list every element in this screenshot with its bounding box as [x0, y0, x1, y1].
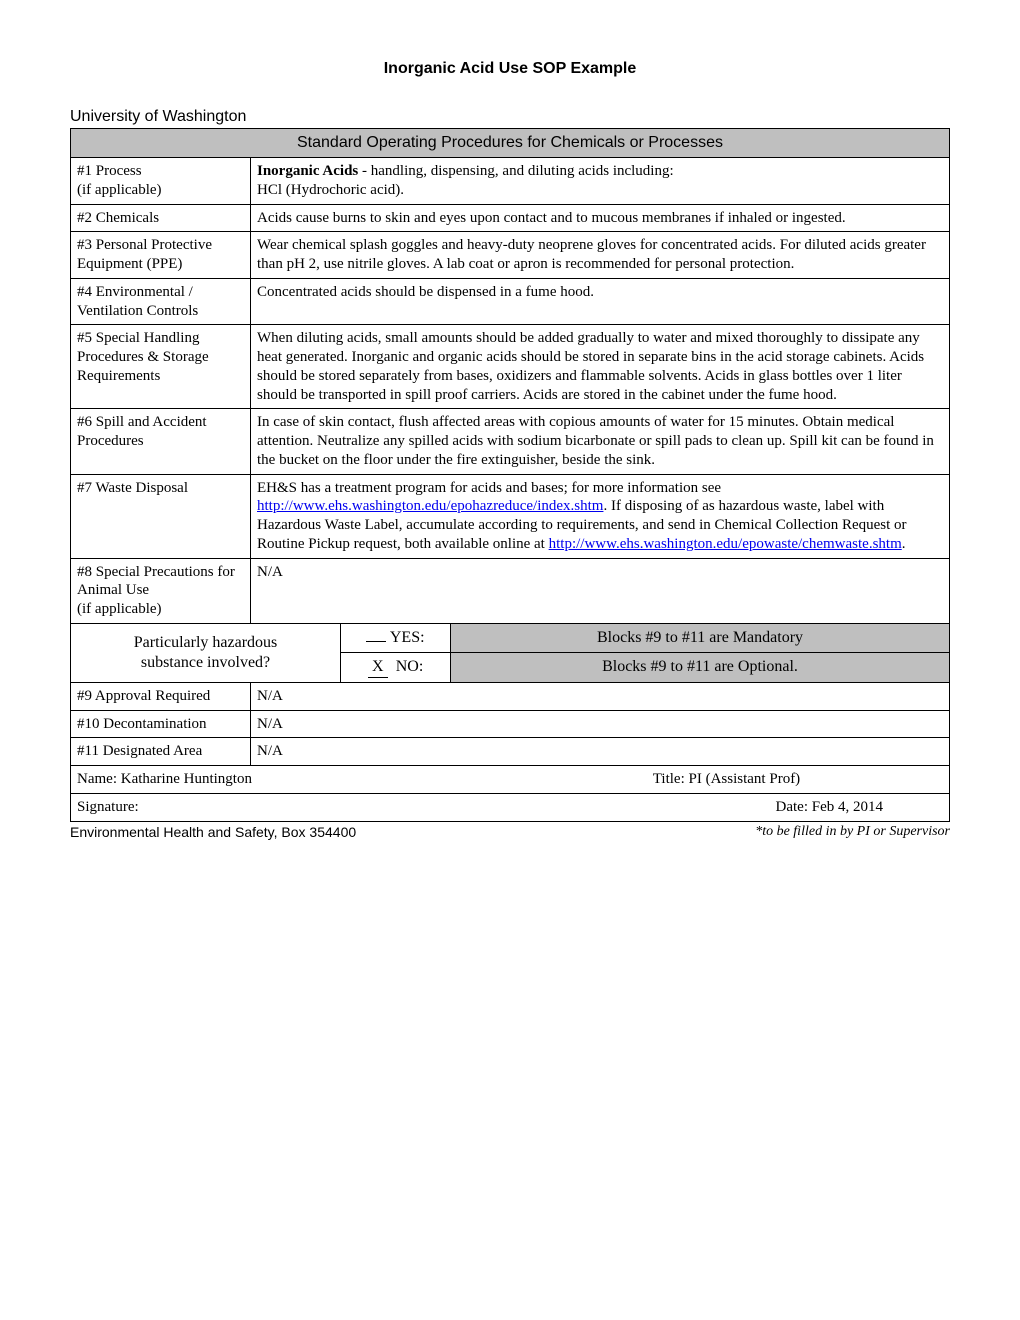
- row-label: #9 Approval Required: [71, 682, 251, 710]
- sop-table: Standard Operating Procedures for Chemic…: [70, 128, 950, 822]
- row-label: #1 Process: [77, 163, 142, 179]
- row-label: #3 Personal Protective Equipment (PPE): [71, 232, 251, 279]
- signature-label: Signature:: [77, 799, 139, 815]
- row-text: In case of skin contact, flush affected …: [251, 409, 950, 474]
- row-label: #6 Spill and Accident Procedures: [71, 409, 251, 474]
- hazard-question-l1: Particularly hazardous: [134, 634, 278, 651]
- footer: Environmental Health and Safety, Box 354…: [70, 824, 950, 840]
- no-label: NO:: [396, 658, 424, 675]
- row-ppe: #3 Personal Protective Equipment (PPE) W…: [71, 232, 950, 279]
- row-chemicals: #2 Chemicals Acids cause burns to skin a…: [71, 204, 950, 232]
- row-label-sub: (if applicable): [77, 601, 162, 617]
- date-value: Feb 4, 2014: [812, 799, 883, 815]
- row-text: Acids cause burns to skin and eyes upon …: [251, 204, 950, 232]
- bold-lead: Inorganic Acids: [257, 163, 358, 179]
- yes-note: Blocks #9 to #11 are Mandatory: [451, 623, 950, 652]
- name-value: Katharine Huntington: [121, 771, 252, 787]
- row-label: #11 Designated Area: [71, 738, 251, 766]
- hazard-yes-row: Particularly hazardous substance involve…: [71, 623, 950, 652]
- row-text: N/A: [251, 682, 950, 710]
- name-label: Name:: [77, 771, 121, 787]
- row-text: EH&S has a treatment program for acids a…: [251, 474, 950, 558]
- row-text: Wear chemical splash goggles and heavy-d…: [251, 232, 950, 279]
- row-signature-date: Signature: Date: Feb 4, 2014: [71, 793, 950, 821]
- row-text: Concentrated acids should be dispensed i…: [251, 278, 950, 325]
- waste-post: .: [902, 536, 906, 552]
- row-label: #4 Environmental / Ventilation Controls: [71, 278, 251, 325]
- yes-mark: [366, 641, 386, 642]
- row-label-sub: (if applicable): [77, 182, 162, 198]
- row-text: When diluting acids, small amounts shoul…: [251, 325, 950, 409]
- row-text: N/A: [251, 738, 950, 766]
- row-approval: #9 Approval Required N/A: [71, 682, 950, 710]
- row-label: #7 Waste Disposal: [71, 474, 251, 558]
- line2: HCl (Hydrochoric acid).: [257, 182, 404, 198]
- yes-label: YES:: [390, 629, 425, 646]
- row-text: N/A: [251, 558, 950, 623]
- no-mark: X: [368, 657, 388, 678]
- row-handling: #5 Special Handling Procedures & Storage…: [71, 325, 950, 409]
- waste-pre: EH&S has a treatment program for acids a…: [257, 480, 721, 496]
- organization-name: University of Washington: [70, 108, 950, 126]
- row-label: #10 Decontamination: [71, 710, 251, 738]
- no-note: Blocks #9 to #11 are Optional.: [451, 652, 950, 682]
- text-after: - handling, dispensing, and diluting aci…: [358, 163, 673, 179]
- title-value: PI (Assistant Prof): [689, 771, 801, 787]
- row-waste: #7 Waste Disposal EH&S has a treatment p…: [71, 474, 950, 558]
- footer-right: *to be filled in by PI or Supervisor: [755, 824, 950, 840]
- row-area: #11 Designated Area N/A: [71, 738, 950, 766]
- row-process: #1 Process (if applicable) Inorganic Aci…: [71, 158, 950, 205]
- document-title: Inorganic Acid Use SOP Example: [70, 60, 950, 78]
- row-label: #2 Chemicals: [71, 204, 251, 232]
- row-name-title: Name: Katharine Huntington Title: PI (As…: [71, 766, 950, 794]
- row-animal: #8 Special Precautions for Animal Use (i…: [71, 558, 950, 623]
- row-spill: #6 Spill and Accident Procedures In case…: [71, 409, 950, 474]
- row-label: #5 Special Handling Procedures & Storage…: [71, 325, 251, 409]
- row-ventilation: #4 Environmental / Ventilation Controls …: [71, 278, 950, 325]
- title-label: Title:: [653, 771, 689, 787]
- hazard-question-l2: substance involved?: [141, 654, 270, 671]
- waste-link-2[interactable]: http://www.ehs.washington.edu/epowaste/c…: [549, 536, 902, 552]
- row-text: N/A: [251, 710, 950, 738]
- waste-link-1[interactable]: http://www.ehs.washington.edu/epohazredu…: [257, 498, 603, 514]
- row-decon: #10 Decontamination N/A: [71, 710, 950, 738]
- table-header: Standard Operating Procedures for Chemic…: [71, 129, 950, 158]
- row-label: #8 Special Precautions for Animal Use: [77, 564, 235, 599]
- date-label: Date:: [776, 799, 812, 815]
- footer-left: Environmental Health and Safety, Box 354…: [70, 824, 356, 840]
